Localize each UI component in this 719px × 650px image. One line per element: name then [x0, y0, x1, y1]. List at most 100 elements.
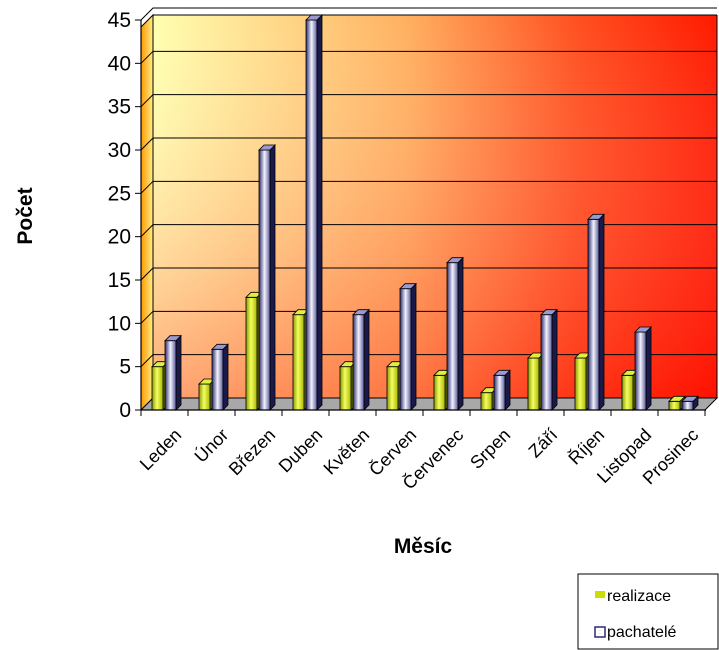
bar-front	[245, 296, 258, 411]
bar-top	[164, 335, 182, 342]
gridline	[140, 224, 717, 238]
y-tick-label: 15	[108, 269, 131, 292]
bar-front	[151, 366, 164, 411]
bar-pachatele	[258, 144, 276, 411]
gridline	[140, 310, 717, 324]
bar-top	[446, 257, 464, 264]
bar-front	[527, 357, 540, 411]
bar-pachatele	[493, 369, 511, 411]
bar-front	[352, 314, 365, 411]
bar-front	[211, 348, 224, 411]
bar-front	[258, 149, 271, 411]
legend-label-pachatele: pachatelé	[607, 624, 676, 641]
x-tick-label: Září	[525, 425, 562, 462]
bar-front	[399, 288, 412, 411]
bar-pachatele	[540, 308, 558, 411]
y-tick-label: 20	[108, 226, 131, 249]
bar-top	[587, 213, 605, 220]
x-axis-title: Měsíc	[394, 535, 453, 558]
bar-top	[352, 309, 370, 316]
bar-side	[363, 308, 370, 411]
gridline	[140, 137, 717, 151]
y-tick-label: 5	[119, 356, 131, 379]
bar-front	[621, 374, 634, 411]
bar-front	[634, 331, 647, 411]
bar-top	[211, 343, 229, 350]
bar-front	[681, 400, 694, 411]
bar-pachatele	[634, 326, 652, 411]
bar-front	[386, 366, 399, 411]
bar-top	[493, 369, 511, 376]
bar-side	[316, 14, 323, 411]
bar-pachatele	[587, 213, 605, 411]
gridline	[140, 7, 717, 21]
bar-pachatele	[446, 256, 464, 411]
bar-side	[222, 343, 229, 411]
bar-top	[668, 395, 686, 402]
gridline	[140, 50, 717, 64]
bar-front	[574, 357, 587, 411]
bar-front	[493, 374, 506, 411]
x-tick-label: Duben	[275, 425, 327, 477]
bar-top	[634, 326, 652, 333]
bar-pachatele	[305, 14, 323, 411]
bar-top	[399, 283, 417, 290]
bar-front	[164, 340, 177, 411]
x-tick-label: Srpen	[466, 425, 514, 473]
bar-side	[269, 144, 276, 411]
y-tick-label: 30	[108, 139, 131, 162]
bar-side	[551, 308, 558, 411]
plot-background-shade	[153, 15, 717, 398]
x-tick-label: Únor	[190, 424, 232, 466]
gridline	[140, 94, 717, 108]
x-tick-label: Leden	[136, 425, 186, 475]
bar-front	[305, 19, 318, 411]
y-tick-label: 25	[108, 182, 131, 205]
legend-swatch-pachatele	[594, 626, 606, 638]
y-tick-label: 40	[108, 52, 131, 75]
bar-top	[681, 395, 699, 402]
bar-side	[598, 213, 605, 411]
x-tick-label: Květen	[320, 425, 374, 479]
bar-pachatele	[681, 395, 699, 411]
x-ticks: Leden ÚnorBřezenDubenKvětenČervenČervenec…	[136, 410, 706, 493]
x-tick-label: Březen	[225, 425, 279, 479]
bar-pachatele	[352, 308, 370, 411]
legend-swatch-realizace	[595, 591, 605, 598]
x-tick-label: Říjen	[564, 425, 608, 469]
bar-front	[587, 218, 600, 411]
bar-pachatele	[399, 282, 417, 411]
y-ticks: 0 5 10 15 20 25 30 35 40 45	[108, 9, 141, 422]
bar-front	[292, 314, 305, 411]
bar-side	[410, 282, 417, 411]
bars	[151, 14, 699, 411]
bar-pachatele	[211, 343, 229, 411]
gridline	[140, 354, 717, 368]
bar-side	[504, 369, 511, 411]
gridlines	[140, 7, 717, 368]
plot-side-wall	[140, 13, 154, 412]
bar-front	[339, 366, 352, 411]
bar-front	[433, 374, 446, 411]
legend-label-realizace: realizace	[607, 588, 671, 605]
gridline	[140, 180, 717, 194]
y-tick-label: 0	[119, 399, 131, 422]
bar-front	[480, 392, 493, 411]
bar-side	[645, 326, 652, 411]
bar-side	[457, 256, 464, 411]
bar-front	[198, 383, 211, 411]
bar-front	[540, 314, 553, 411]
bar-pachatele	[164, 334, 182, 411]
y-tick-label: 45	[108, 9, 131, 32]
gridline	[140, 267, 717, 281]
bar-side	[175, 334, 182, 411]
legend: realizace pachatelé	[577, 573, 719, 650]
y-tick-label: 10	[108, 312, 131, 335]
bar-front	[446, 262, 459, 411]
bar-top	[258, 144, 276, 151]
y-axis-title: Počet	[14, 187, 37, 244]
bar-top	[540, 309, 558, 316]
bar-front	[668, 400, 681, 411]
y-tick-label: 35	[108, 96, 131, 119]
